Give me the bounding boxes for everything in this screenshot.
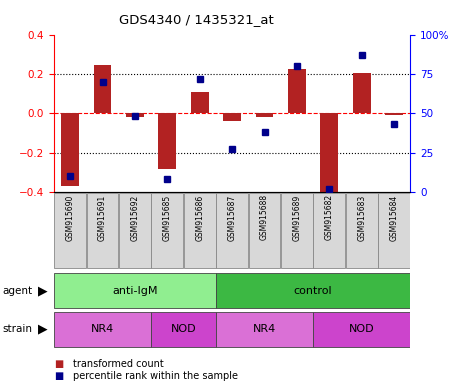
Text: GDS4340 / 1435321_at: GDS4340 / 1435321_at	[119, 13, 274, 26]
Bar	[346, 193, 378, 268]
Text: GSM915682: GSM915682	[325, 194, 334, 240]
Text: GSM915690: GSM915690	[66, 194, 75, 241]
Bar	[313, 312, 410, 347]
Text: GSM915688: GSM915688	[260, 194, 269, 240]
Bar	[151, 193, 183, 268]
Bar	[378, 193, 410, 268]
Bar	[151, 312, 216, 347]
Text: GSM915687: GSM915687	[227, 194, 237, 240]
Bar	[94, 65, 112, 113]
Bar	[61, 113, 79, 186]
Text: agent: agent	[2, 286, 32, 296]
Bar	[216, 312, 313, 347]
Text: ▶: ▶	[38, 285, 48, 297]
Text: transformed count: transformed count	[73, 359, 163, 369]
Text: NOD: NOD	[171, 324, 197, 334]
Text: ▶: ▶	[38, 323, 48, 336]
Bar	[87, 193, 118, 268]
Text: NR4: NR4	[253, 324, 276, 334]
Bar	[54, 312, 151, 347]
Text: GSM915685: GSM915685	[163, 194, 172, 240]
Text: NR4: NR4	[91, 324, 114, 334]
Bar	[216, 193, 248, 268]
Bar	[256, 113, 273, 117]
Bar	[320, 113, 338, 194]
Bar	[191, 92, 209, 113]
Text: ■: ■	[54, 359, 63, 369]
Bar	[249, 193, 280, 268]
Text: strain: strain	[2, 324, 32, 334]
Text: GSM915689: GSM915689	[293, 194, 302, 240]
Text: control: control	[294, 286, 333, 296]
Bar	[288, 69, 306, 113]
Bar	[119, 193, 151, 268]
Text: GSM915683: GSM915683	[357, 194, 366, 240]
Bar	[313, 193, 345, 268]
Bar	[281, 193, 313, 268]
Text: percentile rank within the sample: percentile rank within the sample	[73, 371, 238, 381]
Text: GSM915691: GSM915691	[98, 194, 107, 240]
Text: GSM915686: GSM915686	[195, 194, 204, 240]
Bar	[159, 113, 176, 169]
Text: ■: ■	[54, 371, 63, 381]
Text: GSM915692: GSM915692	[130, 194, 139, 240]
Text: GSM915684: GSM915684	[390, 194, 399, 240]
Bar	[54, 273, 216, 308]
Bar	[54, 193, 86, 268]
Bar	[223, 113, 241, 121]
Bar	[126, 113, 144, 117]
Bar	[216, 273, 410, 308]
Text: NOD: NOD	[349, 324, 375, 334]
Bar	[385, 113, 403, 115]
Bar	[353, 73, 371, 113]
Bar	[184, 193, 216, 268]
Text: anti-IgM: anti-IgM	[112, 286, 158, 296]
